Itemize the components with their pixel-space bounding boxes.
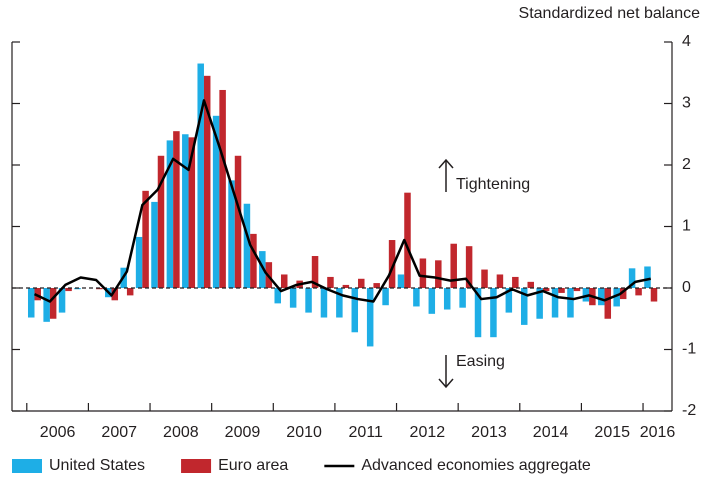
bar xyxy=(490,288,497,337)
bar xyxy=(413,288,420,306)
bar xyxy=(435,260,442,288)
bar xyxy=(235,156,242,288)
bar xyxy=(219,90,226,288)
y-tick-label: 3 xyxy=(682,95,691,112)
bar xyxy=(444,288,451,310)
bar xyxy=(382,288,389,305)
x-tick-label: 2011 xyxy=(349,424,384,441)
x-tick-label: 2015 xyxy=(594,424,630,441)
bar xyxy=(558,288,565,293)
bar xyxy=(28,288,35,318)
legend-label: Advanced economies aggregate xyxy=(361,457,591,474)
axis-label: Standardized net balance xyxy=(519,5,701,22)
bar xyxy=(429,288,436,314)
legend-swatch xyxy=(181,459,211,473)
legend-swatch xyxy=(12,459,42,473)
bar xyxy=(352,288,359,332)
bar xyxy=(367,288,374,346)
y-tick-label: -2 xyxy=(682,402,696,419)
bar xyxy=(43,288,50,322)
bar xyxy=(635,288,642,295)
bar xyxy=(250,234,256,288)
y-tick-label: 0 xyxy=(682,279,691,296)
bar xyxy=(605,288,612,319)
bar xyxy=(305,288,312,313)
bar xyxy=(281,274,288,288)
bar xyxy=(151,202,158,288)
bar xyxy=(598,288,605,305)
bar xyxy=(552,288,559,318)
bar xyxy=(158,156,165,288)
x-tick-label: 2009 xyxy=(225,424,261,441)
bar xyxy=(182,134,189,288)
bar xyxy=(373,283,380,288)
bar xyxy=(651,288,658,302)
bar xyxy=(197,64,204,288)
bar xyxy=(420,258,427,288)
bar xyxy=(290,288,297,308)
legend-label: United States xyxy=(49,457,145,474)
y-tick-label: 4 xyxy=(682,33,691,50)
bar xyxy=(644,266,651,288)
x-tick-label: 2016 xyxy=(640,424,676,441)
bar xyxy=(127,288,133,295)
bar xyxy=(481,270,488,288)
bar xyxy=(358,279,365,288)
x-tick-label: 2006 xyxy=(40,424,76,441)
x-tick-label: 2007 xyxy=(101,424,137,441)
bar xyxy=(136,237,143,288)
bar xyxy=(398,274,405,288)
y-tick-label: -1 xyxy=(682,341,696,358)
annotation: Easing xyxy=(456,353,505,370)
bar xyxy=(497,274,504,288)
bar xyxy=(512,277,519,288)
line xyxy=(34,100,650,301)
x-tick-label: 2013 xyxy=(471,424,507,441)
x-tick-label: 2012 xyxy=(410,424,446,441)
x-tick-label: 2008 xyxy=(163,424,199,441)
legend-label: Euro area xyxy=(218,457,288,474)
y-tick-label: 1 xyxy=(682,218,691,235)
bar xyxy=(567,288,574,318)
bar xyxy=(327,277,334,288)
bar xyxy=(244,204,251,288)
bar xyxy=(459,288,466,308)
x-tick-label: 2014 xyxy=(533,424,569,441)
bar xyxy=(527,282,534,288)
annotation: Tightening xyxy=(456,176,530,193)
y-tick-label: 2 xyxy=(682,156,691,173)
x-tick-label: 2010 xyxy=(286,424,322,441)
bar xyxy=(321,288,328,318)
bar xyxy=(173,131,180,288)
bar xyxy=(50,288,57,319)
